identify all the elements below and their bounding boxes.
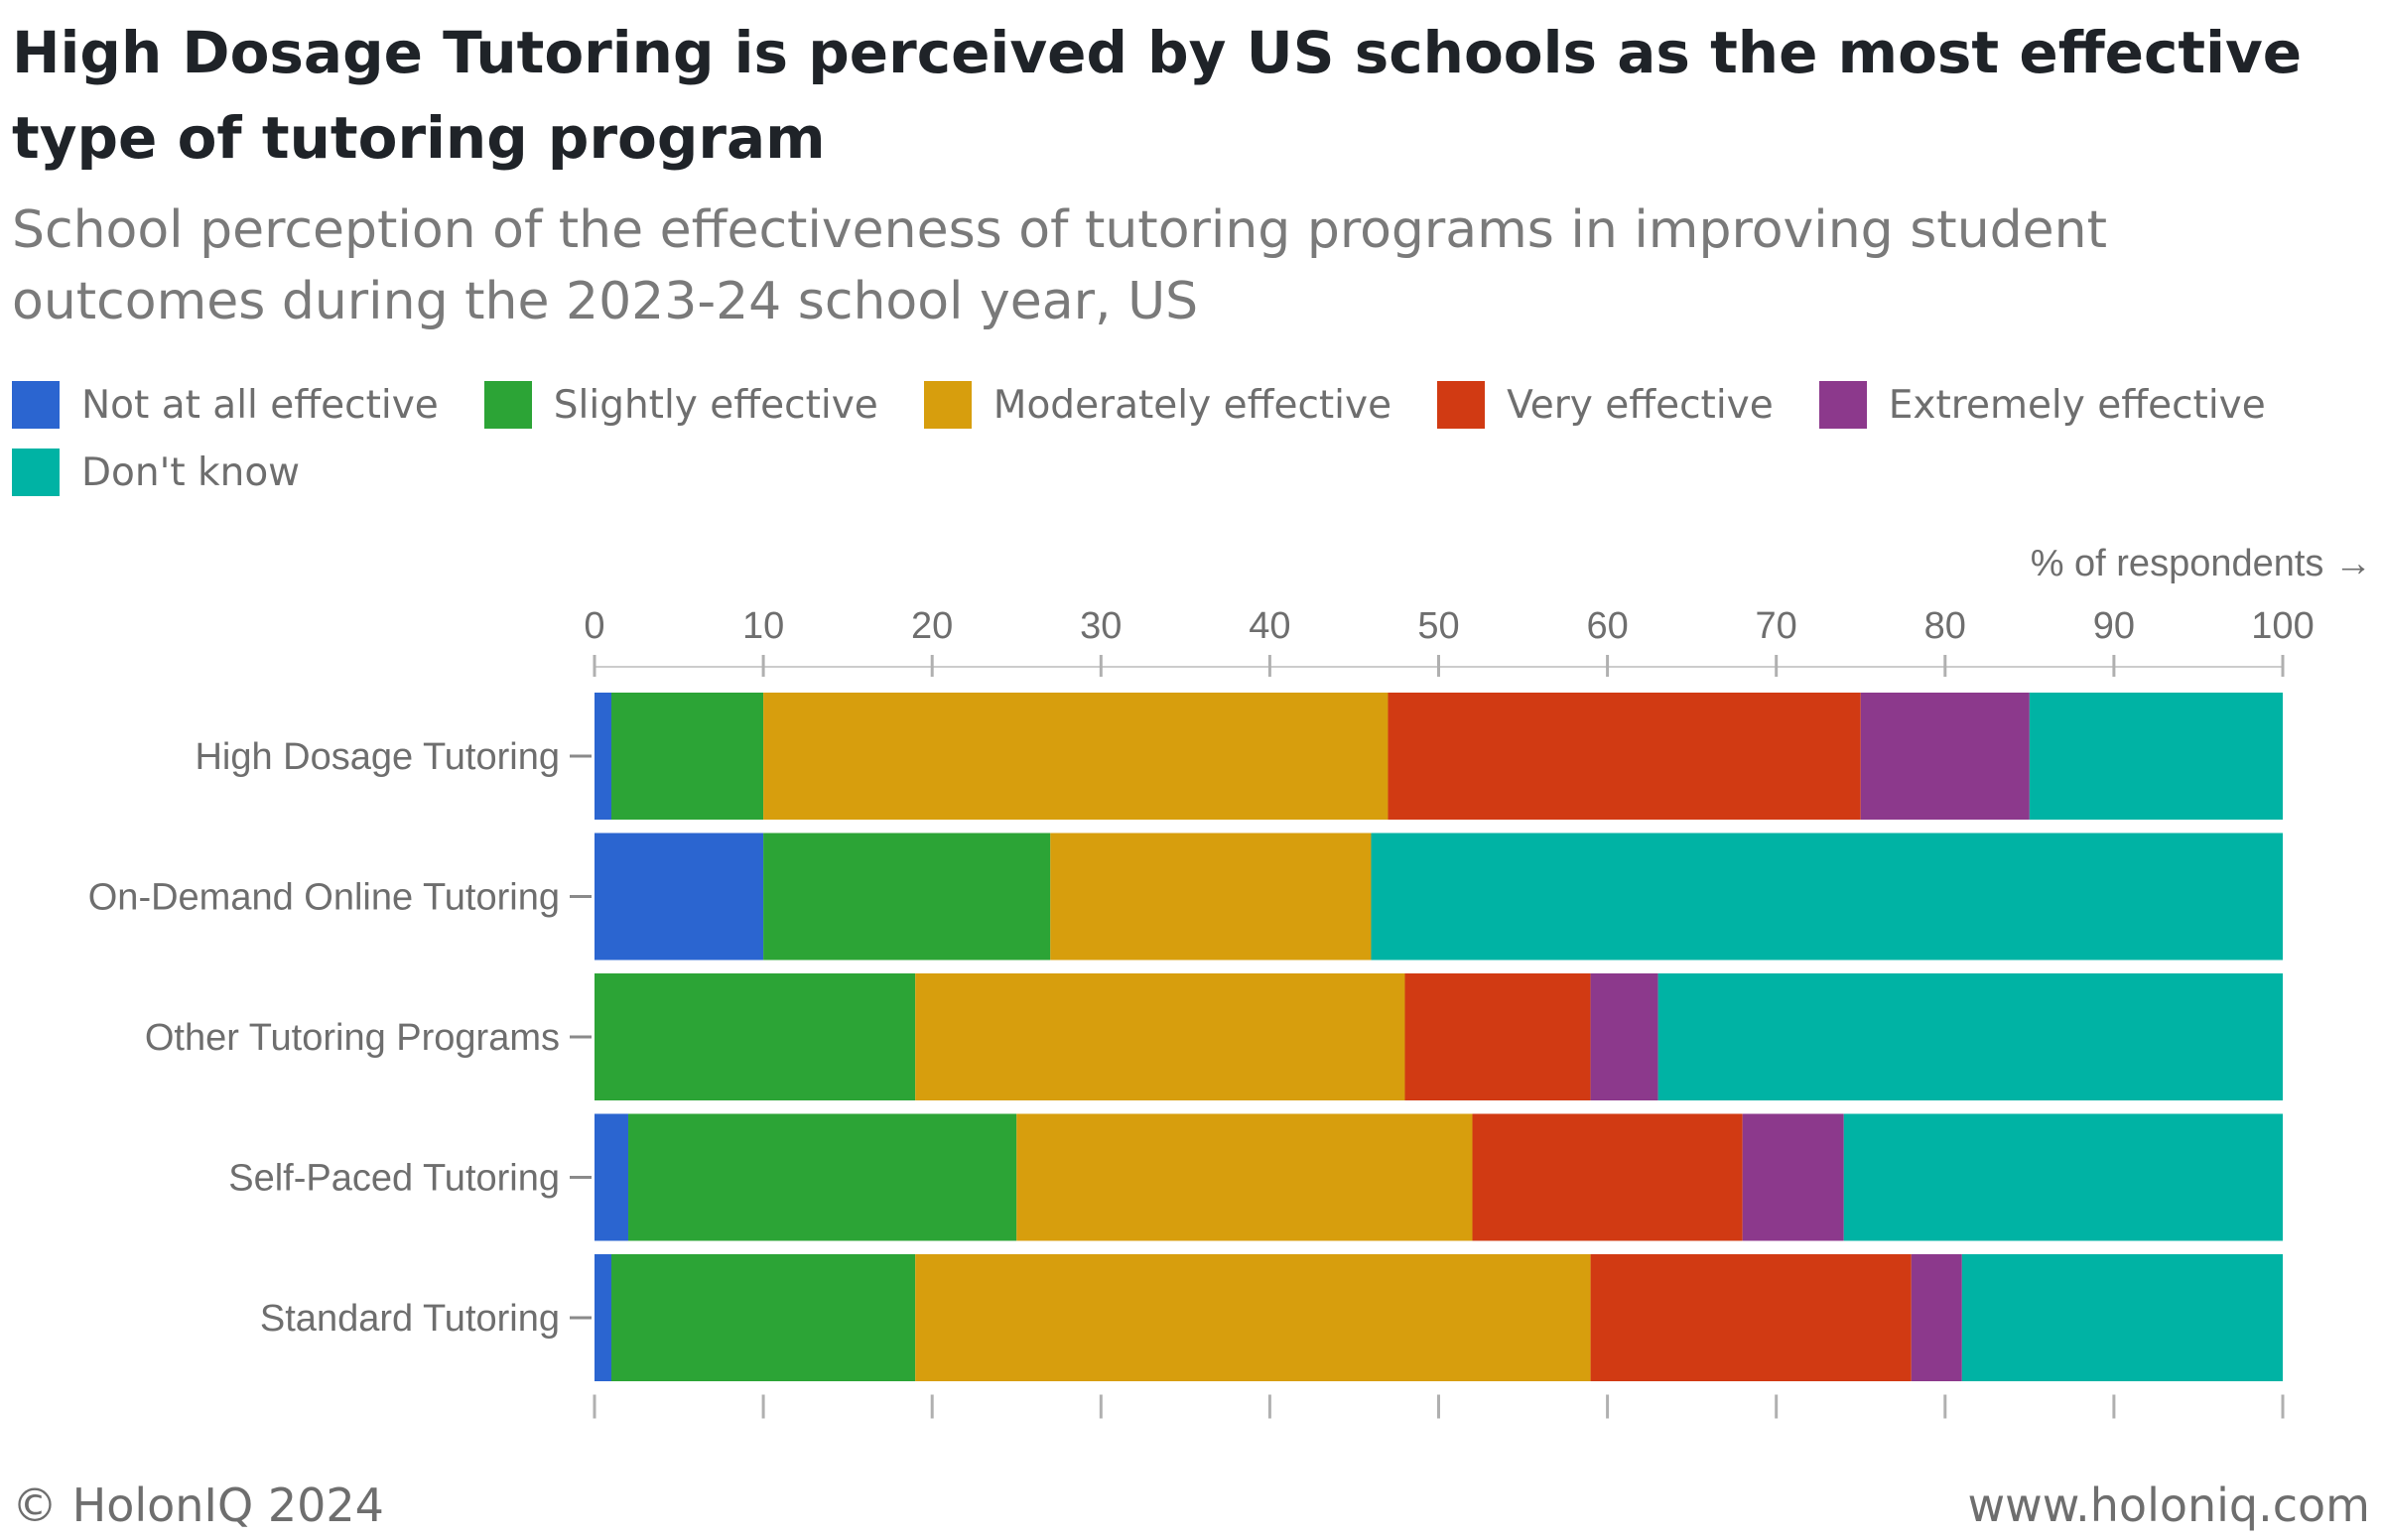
bar-standard-tutoring-very-effective — [1590, 1254, 1912, 1381]
x-tick-label: 70 — [1756, 605, 1797, 647]
legend-swatch — [923, 381, 972, 429]
legend-swatch — [1437, 381, 1486, 429]
legend-swatch — [483, 381, 532, 429]
legend-item-slightly-effective[interactable]: Slightly effective — [483, 381, 878, 429]
legend-swatch — [12, 381, 60, 429]
legend-item-moderately-effective[interactable]: Moderately effective — [923, 381, 1392, 429]
legend-label: Extremely effective — [1888, 382, 2266, 428]
bar-other-tutoring-programs-slightly-effective — [595, 973, 916, 1100]
legend-item-very-effective[interactable]: Very effective — [1437, 381, 1774, 429]
bar-self-paced-tutoring-not-at-all-effective — [595, 1113, 629, 1241]
category-label-on-demand-online-tutoring: On-Demand Online Tutoring — [88, 877, 560, 919]
bar-other-tutoring-programs-moderately-effective — [915, 973, 1405, 1100]
bar-high-dosage-tutoring-moderately-effective — [763, 693, 1389, 820]
website-link[interactable]: www.holoniq.com — [1967, 1478, 2371, 1532]
bar-high-dosage-tutoring-slightly-effective — [611, 693, 764, 820]
bar-self-paced-tutoring-don-t-know — [1843, 1113, 2283, 1241]
x-tick-label: 10 — [742, 605, 784, 647]
bar-standard-tutoring-slightly-effective — [611, 1254, 916, 1381]
legend-swatch — [1818, 381, 1867, 429]
bar-high-dosage-tutoring-not-at-all-effective — [595, 693, 612, 820]
legend-item-not-at-all-effective[interactable]: Not at all effective — [12, 381, 439, 429]
x-tick-label: 30 — [1080, 605, 1122, 647]
legend-label: Don't know — [81, 449, 301, 495]
bar-on-demand-online-tutoring-slightly-effective — [763, 833, 1051, 961]
bar-on-demand-online-tutoring-moderately-effective — [1050, 833, 1372, 961]
bar-standard-tutoring-extremely-effective — [1911, 1254, 1962, 1381]
bar-other-tutoring-programs-very-effective — [1404, 973, 1591, 1100]
bar-high-dosage-tutoring-very-effective — [1388, 693, 1861, 820]
category-label-high-dosage-tutoring: High Dosage Tutoring — [195, 736, 560, 778]
legend-swatch — [12, 449, 60, 496]
chart-subtitle: School perception of the effectiveness o… — [12, 200, 2108, 331]
category-label-standard-tutoring: Standard Tutoring — [260, 1298, 560, 1340]
category-label-other-tutoring-programs: Other Tutoring Programs — [145, 1017, 560, 1059]
x-axis-title: % of respondents → — [2031, 543, 2372, 584]
bar-other-tutoring-programs-extremely-effective — [1590, 973, 1658, 1100]
category-label-self-paced-tutoring: Self-Paced Tutoring — [228, 1158, 560, 1200]
bar-on-demand-online-tutoring-don-t-know — [1371, 833, 2283, 961]
bar-high-dosage-tutoring-extremely-effective — [1860, 693, 2030, 820]
bar-standard-tutoring-moderately-effective — [915, 1254, 1591, 1381]
legend-item-extremely-effective[interactable]: Extremely effective — [1818, 381, 2266, 429]
legend-label: Not at all effective — [81, 382, 439, 428]
legend: Not at all effective Slightly effective Mo… — [12, 381, 2295, 496]
x-tick-label: 90 — [2093, 605, 2135, 647]
chart-title: High Dosage Tutoring is perceived by US … — [12, 19, 2303, 172]
x-tick-label: 0 — [584, 605, 604, 647]
bar-self-paced-tutoring-moderately-effective — [1016, 1113, 1473, 1241]
bar-self-paced-tutoring-extremely-effective — [1742, 1113, 1844, 1241]
bar-high-dosage-tutoring-don-t-know — [2029, 693, 2283, 820]
bar-standard-tutoring-don-t-know — [1961, 1254, 2283, 1381]
bar-self-paced-tutoring-slightly-effective — [628, 1113, 1017, 1241]
bar-other-tutoring-programs-don-t-know — [1657, 973, 2283, 1100]
legend-label: Very effective — [1507, 382, 1774, 428]
x-tick-label: 80 — [1924, 605, 1966, 647]
bar-standard-tutoring-not-at-all-effective — [595, 1254, 612, 1381]
copyright-text: © HolonIQ 2024 — [12, 1478, 384, 1532]
x-tick-label: 100 — [2251, 605, 2314, 647]
bar-on-demand-online-tutoring-not-at-all-effective — [595, 833, 764, 961]
x-tick-label: 20 — [911, 605, 953, 647]
x-tick-label: 60 — [1586, 605, 1628, 647]
legend-item-don-t-know[interactable]: Don't know — [12, 449, 300, 496]
x-tick-label: 50 — [1417, 605, 1459, 647]
x-tick-label: 40 — [1249, 605, 1290, 647]
chart-plot: % of respondents → 0 10 20 30 40 50 60 70 80 90 100… — [88, 543, 2372, 1419]
legend-label: Moderately effective — [992, 382, 1392, 428]
legend-label: Slightly effective — [553, 382, 878, 428]
bar-self-paced-tutoring-very-effective — [1472, 1113, 1743, 1241]
